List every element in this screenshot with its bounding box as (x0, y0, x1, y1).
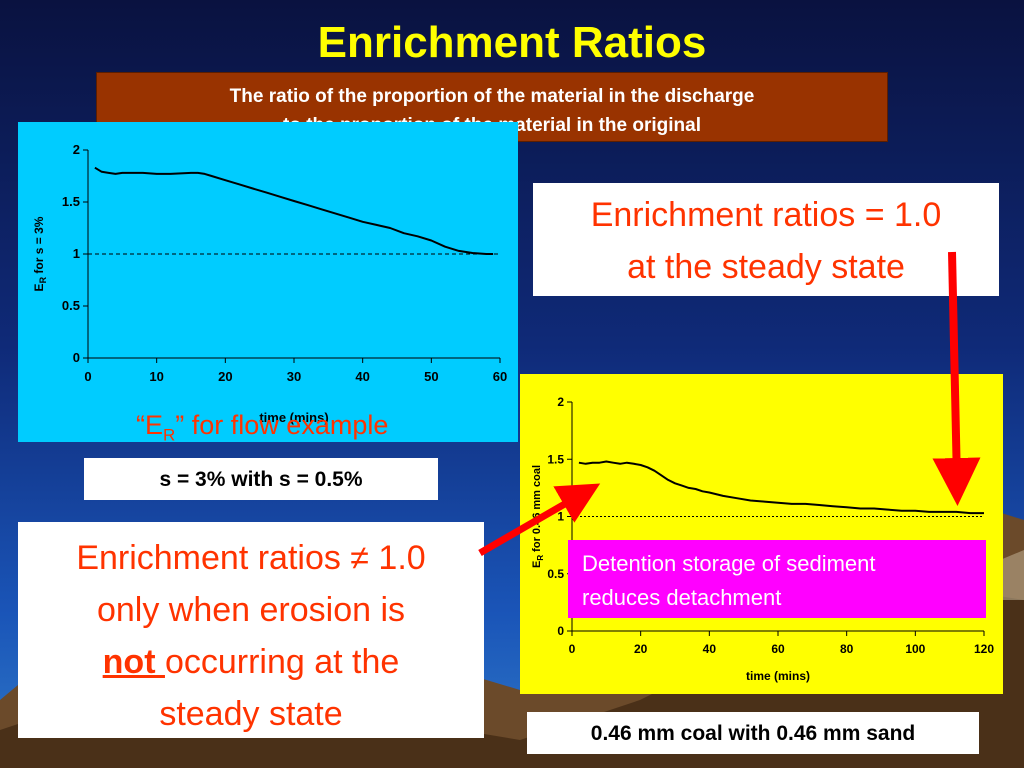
chart-coal-ytick-label: 0 (557, 624, 564, 638)
chart-panel-flow: 0 0.5 1 1.5 2 0 10 20 30 40 50 60 time (mins) ER for … (18, 122, 518, 445)
chart-coal-ytick-label: 1 (557, 510, 564, 524)
callout-steady-state: Enrichment ratios = 1.0 at the steady st… (533, 183, 999, 296)
chart-coal-xtick-label: 0 (569, 642, 576, 656)
chart-flow-ytick-label: 2 (73, 142, 80, 157)
caption-chart-flow: s = 3% with s = 0.5% (84, 458, 438, 500)
annotation-sub: R (163, 425, 176, 445)
slide-title: Enrichment Ratios (317, 18, 707, 67)
chart-coal-xtick-label: 60 (771, 642, 785, 656)
chart-coal-ytick-label: 2 (557, 395, 564, 409)
chart-flow-y-axis-label: ER for s = 3% (32, 216, 48, 291)
chart-coal-xtick-label: 120 (974, 642, 994, 656)
chart-flow-xtick-label: 40 (355, 369, 369, 384)
chart-flow-xtick-label: 20 (218, 369, 232, 384)
annotation-main: “E (136, 410, 163, 440)
callout-not-line-4: steady state (159, 695, 343, 733)
chart-flow-ytick-label: 0.5 (62, 298, 80, 313)
callout-not-line-3-rest: occurring at the (164, 643, 400, 681)
detention-note: Detention storage of sediment reduces de… (568, 540, 986, 618)
chart-flow-xtick-label: 10 (149, 369, 163, 384)
chart-flow-series-line (94, 166, 494, 255)
callout-not-steady: Enrichment ratios ≠ 1.0 only when erosio… (18, 522, 484, 738)
annotation-rest: ” for flow example (175, 410, 389, 440)
callout-not-line-2: only when erosion is (96, 591, 406, 629)
chart-flow-xtick-label: 60 (493, 369, 507, 384)
detention-line-1: Detention storage of sediment (582, 551, 876, 576)
chart-coal-series-line (578, 460, 984, 515)
callout-steady-line-2: at the steady state (627, 248, 905, 286)
chart-coal-xtick-label: 20 (634, 642, 648, 656)
definition-line-1: The ratio of the proportion of the mater… (229, 86, 755, 107)
caption-chart-coal: 0.46 mm coal with 0.46 mm sand (527, 712, 979, 754)
chart-coal-x-axis-label: time (mins) (746, 669, 810, 683)
callout-not-emphasis: not (102, 643, 165, 681)
callout-steady-line-1: Enrichment ratios = 1.0 (590, 196, 942, 234)
chart-coal-ytick-label: 1.5 (547, 452, 564, 466)
chart-flow-xtick-label: 50 (424, 369, 438, 384)
chart-flow-xtick-label: 0 (84, 369, 91, 384)
flow-example-annotation: “ER” for flow example (136, 410, 388, 445)
chart-coal-ytick-label: 0.5 (547, 567, 564, 581)
chart-flow-xtick-label: 30 (287, 369, 301, 384)
chart-flow-x-axis-label: time (mins) (259, 410, 328, 425)
chart-coal-xtick-label: 80 (840, 642, 854, 656)
chart-flow-ytick-label: 1.5 (62, 194, 80, 209)
chart-coal-xtick-label: 100 (905, 642, 925, 656)
chart-coal-y-axis-label: ER for 0.46 mm coal (531, 465, 545, 568)
callout-not-line-1: Enrichment ratios ≠ 1.0 (76, 539, 426, 577)
detention-line-2: reduces detachment (582, 585, 782, 610)
callout-not-line-3: not occurring at the (18, 636, 484, 688)
chart-panel-coal: 0 0.5 1 1.5 2 0 20 40 60 80 100 120 time (mins) ER fo… (520, 374, 1003, 694)
chart-flow-ytick-label: 0 (73, 350, 80, 365)
chart-flow-ytick-label: 1 (73, 246, 80, 261)
chart-coal-xtick-label: 40 (703, 642, 717, 656)
